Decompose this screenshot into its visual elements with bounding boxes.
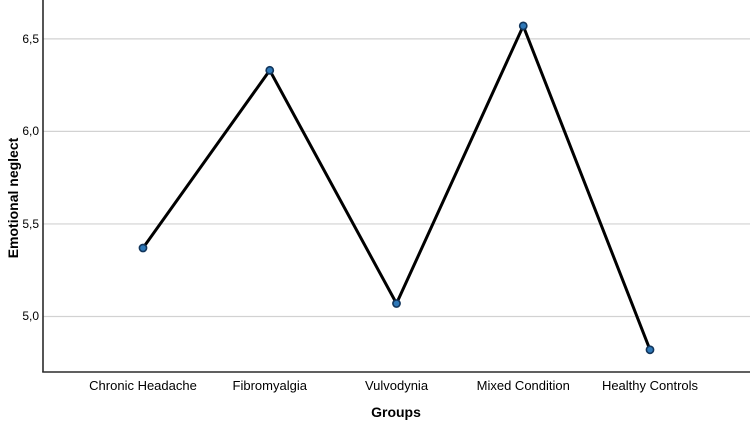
y-tick-label: 6,0	[22, 124, 39, 139]
x-category-label: Chronic Headache	[89, 378, 197, 393]
data-point	[138, 243, 148, 253]
data-point	[265, 65, 275, 75]
x-category-label: Fibromyalgia	[232, 378, 307, 393]
x-category-label: Mixed Condition	[476, 378, 570, 393]
data-point	[645, 345, 655, 355]
x-category-label: Vulvodynia	[364, 378, 429, 393]
y-tick-label: 6,5	[22, 31, 39, 46]
y-tick-label: 5,5	[22, 216, 39, 231]
y-axis-title: Emotional neglect	[5, 137, 21, 259]
x-category-label: Healthy Controls	[601, 378, 699, 393]
y-tick-label: 5,0	[22, 309, 39, 324]
data-point	[392, 299, 401, 308]
data-point	[518, 21, 528, 31]
x-axis-title: Groups	[371, 404, 421, 420]
